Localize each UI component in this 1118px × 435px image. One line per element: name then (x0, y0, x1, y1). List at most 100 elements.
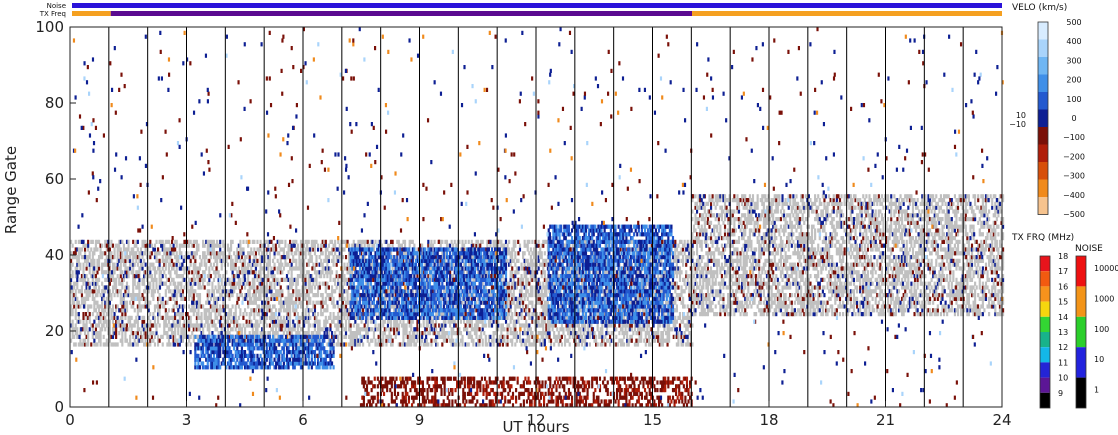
scatter-cell (284, 296, 287, 301)
scatter-cell (304, 239, 307, 244)
scatter-cell (430, 338, 433, 343)
scatter-cell (329, 277, 332, 282)
scatter-cell (315, 319, 318, 324)
scatter-cell (108, 293, 111, 298)
scatter-cell (514, 270, 517, 275)
scatter-cell (108, 300, 111, 305)
scatter-cell (537, 258, 540, 263)
scatter-cell (377, 304, 380, 309)
scatter-cell (389, 239, 393, 244)
scatter-cell (149, 239, 152, 244)
scatter-cell (352, 243, 355, 248)
scatter-cell (560, 327, 564, 332)
scatter-cell (560, 334, 564, 339)
scatter-cell (522, 266, 525, 271)
scatter-cell (130, 304, 133, 309)
scatter-cell (156, 319, 160, 324)
scatter-cell (195, 274, 198, 279)
scatter-cell (161, 342, 164, 347)
scatter-cell (444, 334, 447, 339)
scatter-cell (135, 293, 138, 298)
scatter-cell (511, 251, 514, 256)
scatter-cell (217, 255, 220, 260)
scatter-cell (421, 334, 424, 339)
scatter-cell (380, 338, 383, 343)
scatter-cell (96, 300, 99, 305)
scatter-cell (217, 308, 220, 313)
scatter-cell (97, 308, 101, 313)
scatter-cell (152, 281, 155, 286)
scatter-cell (520, 323, 523, 328)
scatter-cell (549, 338, 553, 343)
scatter-cell (149, 270, 152, 275)
scatter-cell (195, 323, 198, 328)
scatter-cell (216, 296, 219, 301)
scatter-cell (124, 300, 127, 305)
scatter-cell (220, 266, 223, 271)
scatter-cell (307, 315, 310, 320)
scatter-cell (542, 266, 545, 271)
scatter-cell (181, 331, 184, 336)
scatter-cell (316, 293, 320, 298)
scatter-cell (144, 300, 147, 305)
scatter-cell (517, 258, 520, 263)
scatter-cell (483, 331, 486, 336)
scatter-cell (447, 243, 450, 248)
scatter-cell (321, 304, 324, 309)
scatter-cell (130, 315, 133, 320)
scatter-cell (180, 315, 183, 320)
scatter-cell (104, 270, 107, 275)
scatter-cell (486, 258, 489, 263)
scatter-cell (307, 270, 310, 275)
scatter-cell (175, 262, 178, 267)
scatter-cell (391, 266, 394, 271)
scatter-cell (285, 323, 289, 328)
scatter-cell (214, 327, 217, 332)
scatter-cell (536, 293, 539, 298)
scatter-cell (149, 243, 152, 248)
scatter-cell (559, 327, 562, 332)
scatter-cell (228, 255, 231, 260)
scatter-cell (102, 342, 105, 347)
scatter-cell (276, 258, 279, 263)
scatter-cell (315, 255, 318, 260)
scatter-cell (455, 323, 458, 328)
scatter-cell (216, 258, 219, 263)
scatter-cell (504, 300, 508, 305)
scatter-cell (323, 258, 326, 263)
scatter-cell (113, 262, 116, 267)
scatter-cell (115, 266, 118, 271)
scatter-cell (542, 334, 545, 339)
scatter-cell (97, 258, 101, 263)
scatter-cell (568, 334, 571, 339)
scatter-cell (234, 266, 237, 271)
scatter-cell (427, 243, 430, 248)
scatter-cell (531, 274, 534, 279)
scatter-cell (253, 258, 256, 263)
scatter-cell (444, 270, 447, 275)
scatter-cell (528, 300, 531, 305)
scatter-cell (226, 247, 230, 252)
scatter-cell (136, 331, 139, 336)
scatter-cell (141, 255, 144, 260)
scatter-cell (332, 289, 335, 294)
scatter-cell (144, 289, 147, 294)
scatter-cell (264, 300, 267, 305)
scatter-cell (143, 277, 146, 282)
scatter-cell (348, 255, 351, 260)
scatter-cell (275, 331, 278, 336)
scatter-cell (259, 270, 262, 275)
scatter-cell (337, 338, 340, 343)
scatter-cell (71, 274, 74, 279)
scatter-cell (156, 308, 160, 313)
scatter-cell (271, 319, 275, 324)
scatter-cell (205, 315, 208, 320)
scatter-cell (529, 331, 532, 336)
scatter-cell (279, 258, 282, 263)
scatter-cell (155, 239, 158, 244)
scatter-cell (556, 338, 559, 343)
scatter-cell (87, 289, 90, 294)
scatter-cell (158, 258, 161, 263)
scatter-cell (82, 338, 85, 343)
scatter-cell (475, 300, 478, 305)
